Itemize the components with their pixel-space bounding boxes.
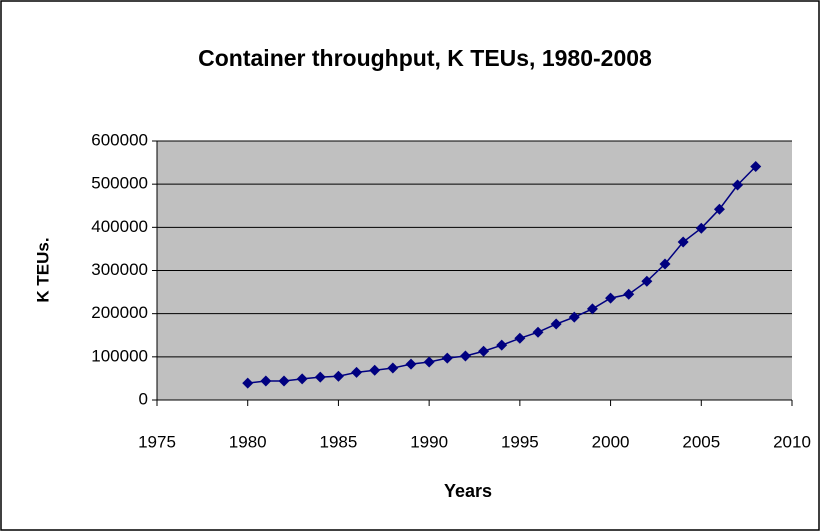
data-marker [532, 326, 544, 338]
x-tick-label: 1985 [320, 432, 358, 451]
y-tick-label: 500000 [91, 174, 148, 193]
data-marker [314, 371, 326, 383]
x-tick-label: 2005 [682, 432, 720, 451]
y-tick-label: 0 [139, 389, 148, 408]
x-tick-label: 1975 [138, 432, 176, 451]
y-tick-label: 600000 [91, 130, 148, 149]
data-marker [260, 375, 272, 387]
data-marker [586, 303, 598, 315]
data-marker [659, 258, 671, 270]
y-axis-label: K TEUs. [33, 237, 52, 302]
data-marker [405, 358, 417, 370]
data-marker [441, 352, 453, 364]
data-marker [278, 375, 290, 387]
y-tick-label: 400000 [91, 217, 148, 236]
data-marker [732, 179, 744, 191]
x-tick-label: 1995 [501, 432, 539, 451]
x-tick-label: 1990 [410, 432, 448, 451]
data-marker [351, 366, 363, 378]
data-marker [369, 364, 381, 376]
data-marker [496, 339, 508, 351]
data-marker [478, 345, 490, 357]
data-marker [296, 373, 308, 385]
data-marker [623, 288, 635, 300]
data-marker [242, 377, 254, 389]
data-marker [695, 222, 707, 234]
data-marker [641, 275, 653, 287]
x-tick-label: 2000 [592, 432, 630, 451]
data-marker [568, 311, 580, 323]
data-marker [713, 203, 725, 215]
y-tick-label: 200000 [91, 303, 148, 322]
data-marker [677, 236, 689, 248]
data-marker [750, 160, 762, 172]
data-marker [514, 332, 526, 344]
x-tick-label: 1980 [229, 432, 267, 451]
data-marker [423, 356, 435, 368]
x-axis-label: Years [444, 481, 492, 501]
data-marker [387, 362, 399, 374]
x-tick-label: 2010 [773, 432, 811, 451]
y-tick-label: 100000 [91, 346, 148, 365]
chart-title: Container throughput, K TEUs, 1980-2008 [198, 45, 652, 71]
data-marker [332, 370, 344, 382]
data-marker [605, 292, 617, 304]
data-marker [459, 350, 471, 362]
y-tick-label: 300000 [91, 260, 148, 279]
data-marker [550, 318, 562, 330]
